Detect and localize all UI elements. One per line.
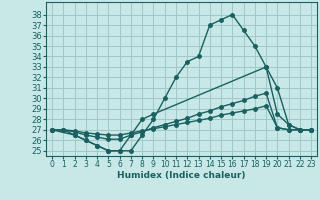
X-axis label: Humidex (Indice chaleur): Humidex (Indice chaleur) (117, 171, 246, 180)
